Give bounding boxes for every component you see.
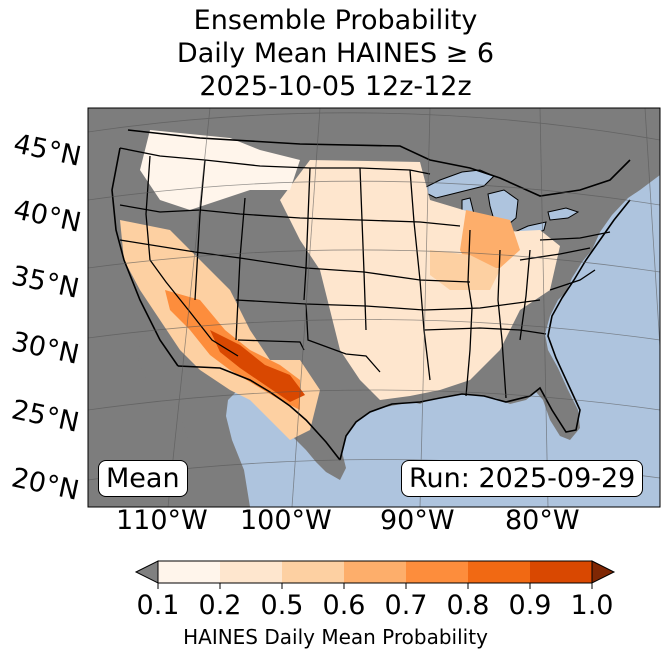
colorbar-segment <box>282 561 345 583</box>
title-line-2: Daily Mean HAINES ≥ 6 <box>176 38 495 69</box>
colorbar-segment <box>468 561 531 583</box>
colorbar-segments <box>158 561 593 583</box>
colorbar-over-arrow <box>591 560 616 584</box>
lon-label-80: 80°W <box>505 505 580 536</box>
mean-label: Mean <box>98 460 188 497</box>
map-frame <box>87 107 661 508</box>
lon-label-90: 90°W <box>380 505 455 536</box>
colorbar-ticks <box>157 583 593 589</box>
colorbar-tick-label: 0.1 <box>136 590 180 621</box>
prob-region-midwest <box>430 250 500 290</box>
colorbar-under-arrow <box>134 560 159 584</box>
colorbar-tick-label: 0.2 <box>198 590 242 621</box>
baja-peninsula <box>138 345 188 440</box>
run-date-label: Run: 2025-09-29 <box>401 460 644 497</box>
lake-ontario <box>547 207 580 221</box>
colorbar-tick-label: 0.5 <box>260 590 304 621</box>
prob-region-max <box>210 330 305 402</box>
lon-label-110: 110°W <box>116 505 208 536</box>
graticule <box>88 108 660 507</box>
lon-label-100: 100°W <box>240 505 332 536</box>
colorbar-segment <box>344 561 407 583</box>
colorbar-frame <box>157 560 593 584</box>
colorbar-tick-label: 0.7 <box>384 590 428 621</box>
map-title: Ensemble Probability Daily Mean HAINES ≥… <box>0 4 671 103</box>
colorbar-tick-label: 0.8 <box>446 590 490 621</box>
country-borders <box>111 129 631 461</box>
state-borders <box>119 147 611 399</box>
colorbar-title: HAINES Daily Mean Probability <box>183 625 488 649</box>
colorbar-segment <box>530 561 593 583</box>
colorbar-segment <box>220 561 283 583</box>
colorbar-tick-label: 0.6 <box>322 590 366 621</box>
colorbar-tick-label: 1.0 <box>570 590 614 621</box>
colorbar-segment <box>158 561 221 583</box>
title-line-3: 2025-10-05 12z-12z <box>199 71 472 102</box>
title-line-1: Ensemble Probability <box>193 5 478 36</box>
prob-region-northwest <box>140 130 300 210</box>
colorbar-segment <box>406 561 469 583</box>
colorbar-tick-label: 0.9 <box>508 590 552 621</box>
